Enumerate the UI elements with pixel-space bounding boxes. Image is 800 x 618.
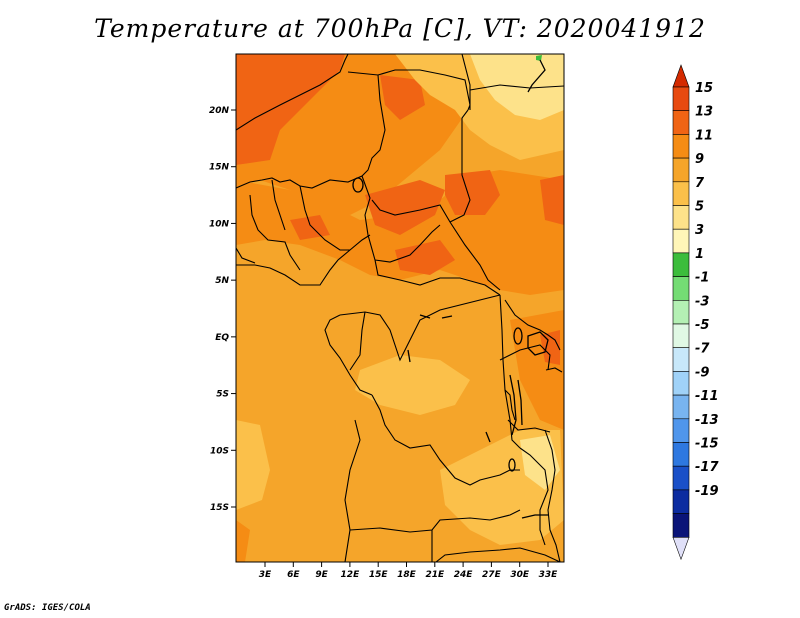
colorbar-bin	[672, 513, 690, 538]
colorbar-bin	[672, 465, 690, 491]
field-13to15-northwest	[236, 54, 345, 165]
colorbar-bin	[672, 299, 690, 325]
lakes	[352, 59, 549, 519]
colorbar-bin	[672, 252, 690, 277]
lat-tick-label: 20N	[209, 106, 230, 116]
colorbar-label: -5	[695, 318, 709, 333]
colorbar-label: -9	[695, 365, 709, 380]
country-borders	[236, 54, 564, 562]
lat-tick-label: 10N	[209, 219, 230, 229]
colorbar-label: -11	[695, 389, 719, 404]
field-13to15-east	[540, 330, 560, 365]
colorbar-label: 9	[695, 152, 704, 167]
colorbar-bin	[672, 110, 690, 135]
lat-tick-label: 5N	[215, 276, 229, 286]
field-13to15-central-e	[290, 215, 330, 240]
colorbar-bin	[672, 418, 690, 443]
lat-tick-label: EQ	[215, 333, 229, 343]
plot-title: Temperature at 700hPa [C], VT: 202004191…	[94, 14, 706, 43]
lat-tick-label: 5S	[216, 390, 229, 400]
colorbar-bin	[672, 347, 690, 372]
lon-tick-label: 18E	[397, 570, 417, 580]
colorbar-bin	[672, 371, 690, 396]
map-frame	[235, 53, 565, 563]
lon-tick-label: 24E	[454, 570, 474, 580]
colorbar-label: -17	[695, 460, 719, 475]
lon-tick-label: 6E	[287, 570, 300, 580]
colorbar-bin	[672, 134, 690, 159]
colorbar-bin	[672, 323, 690, 349]
colorbar-bin	[672, 394, 690, 420]
colorbar-label: -7	[695, 342, 710, 357]
lon-tick-label: 21E	[425, 570, 445, 580]
field-7to9-southwest	[236, 420, 270, 510]
colorbar-bottom-arrow	[672, 536, 690, 561]
lon-tick-label: 27E	[482, 570, 502, 580]
colorbar-label: 15	[695, 81, 713, 96]
lat-tick-label: 15N	[209, 163, 230, 173]
field-1to3-spot	[536, 55, 542, 61]
colorbar-label: -1	[695, 271, 709, 286]
colorbar-top-arrow	[672, 64, 690, 88]
colorbar-label: 3	[695, 223, 704, 238]
field-13to15-central-a	[365, 180, 445, 235]
colorbar-label: 13	[695, 105, 713, 120]
colorbar-bin	[672, 489, 690, 514]
field-11to13-southwest	[236, 520, 250, 562]
colorbar-label: 5	[695, 200, 704, 215]
colorbar-label: -15	[695, 437, 719, 452]
colorbar-label: -3	[695, 294, 709, 309]
field-5to7-southeast	[520, 435, 560, 490]
lon-tick-label: 9E	[315, 570, 328, 580]
colorbar-label: 7	[695, 176, 705, 191]
lon-tick-label: 33E	[539, 570, 559, 580]
field-7to9-south-center	[355, 355, 470, 415]
colorbar-bin	[672, 157, 690, 183]
field-13to15-north	[380, 75, 425, 120]
field-13to15-central-d	[395, 240, 455, 275]
colorbar-bin	[672, 205, 690, 230]
colorbar-label: 11	[695, 128, 713, 143]
credit-label: GrADS: IGES/COLA	[4, 603, 91, 613]
colorbar-bin	[672, 228, 690, 254]
lat-tick-label: 10S	[210, 446, 229, 456]
temperature-field	[236, 54, 564, 562]
colorbar-bin	[672, 276, 690, 301]
colorbar-bin	[672, 181, 690, 206]
field-13to15-central-c	[540, 175, 564, 225]
colorbar-bin	[672, 86, 690, 112]
lon-tick-label: 12E	[341, 570, 361, 580]
colorbar-label: -19	[695, 484, 719, 499]
colorbar-bin	[672, 442, 690, 467]
longitude-axis: 3E 6E 9E 12E 15E 18E 21E 24E 27E 30E 33E	[259, 562, 558, 580]
colorbar: 15 13 11 9 7 5 3 1 -1 -3 -5 -7 -9 -11 -13 -15 -17 -19	[672, 64, 719, 561]
lon-tick-label: 15E	[369, 570, 389, 580]
colorbar-label: 1	[695, 247, 704, 262]
colorbar-label: -13	[695, 413, 719, 428]
lon-tick-label: 30E	[510, 570, 530, 580]
field-13to15-central-b	[445, 170, 500, 215]
latitude-axis: 20N 15N 10N 5N EQ 5S 10S 15S	[209, 106, 236, 513]
lat-tick-label: 15S	[210, 503, 229, 513]
lon-tick-label: 3E	[259, 570, 272, 580]
